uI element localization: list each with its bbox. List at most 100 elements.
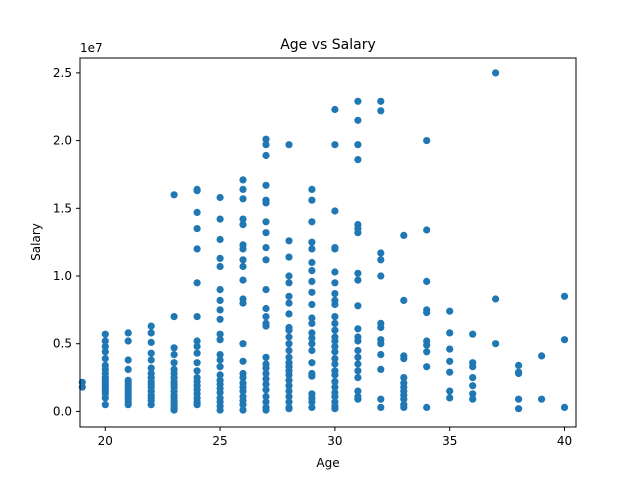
data-point (193, 349, 201, 357)
data-point (285, 405, 293, 413)
data-point (377, 107, 385, 115)
data-point (170, 406, 178, 414)
data-point (331, 383, 339, 391)
data-point (423, 348, 431, 356)
data-point (308, 238, 316, 246)
data-point (239, 299, 247, 307)
data-point (377, 97, 385, 105)
data-point (331, 313, 339, 321)
data-point (262, 141, 270, 149)
data-point (308, 245, 316, 253)
data-point (216, 306, 224, 314)
data-point (216, 296, 224, 304)
y-axis-label: Salary (29, 223, 43, 261)
data-point (354, 395, 362, 403)
data-point (560, 403, 569, 411)
data-point (377, 395, 385, 403)
data-point (377, 403, 385, 411)
data-point (285, 253, 293, 261)
data-point (193, 313, 201, 321)
data-point (354, 346, 362, 355)
data-point (308, 288, 316, 296)
data-point (308, 340, 316, 348)
data-point (285, 398, 293, 406)
data-point (147, 349, 155, 357)
data-point (262, 386, 270, 394)
data-point (239, 357, 247, 365)
data-point (193, 337, 201, 345)
data-point (423, 137, 431, 145)
data-point (400, 374, 408, 382)
data-point (193, 245, 201, 253)
plot-frame (79, 57, 577, 428)
data-point (354, 337, 362, 345)
data-point (285, 353, 293, 361)
data-point (170, 351, 178, 359)
data-point (285, 279, 293, 287)
data-point (331, 319, 339, 327)
data-point (354, 141, 362, 149)
data-point (262, 229, 270, 237)
data-point (354, 387, 362, 395)
data-point (193, 367, 201, 375)
data-point (331, 268, 339, 276)
data-point (331, 245, 339, 253)
data-point (354, 374, 362, 382)
data-point (239, 221, 247, 229)
data-point (308, 258, 316, 267)
data-point (101, 348, 109, 356)
data-point (124, 356, 132, 364)
data-point (147, 356, 155, 364)
data-point (262, 322, 270, 330)
data-point (354, 269, 362, 277)
data-point (216, 315, 224, 323)
data-point (262, 313, 270, 321)
data-point (262, 151, 270, 160)
data-point (170, 313, 178, 321)
data-point (216, 254, 224, 262)
data-point (216, 235, 224, 244)
data-point (331, 371, 339, 379)
data-point (354, 97, 362, 105)
data-point (331, 342, 339, 350)
data-point (262, 244, 270, 252)
data-point (193, 208, 201, 216)
data-point (239, 256, 247, 264)
data-point (285, 299, 293, 307)
data-point (400, 395, 408, 403)
data-point (147, 329, 155, 337)
data-point (308, 334, 316, 342)
data-point (308, 398, 316, 406)
data-point (262, 380, 270, 388)
data-point (308, 359, 316, 367)
data-point (469, 390, 477, 398)
data-point (239, 245, 247, 253)
data-point (239, 401, 247, 409)
data-point (377, 249, 385, 257)
data-point (377, 365, 385, 373)
data-point (239, 215, 247, 223)
data-point (354, 325, 362, 333)
data-point (515, 361, 523, 369)
data-point (423, 403, 431, 411)
data-point (400, 231, 408, 239)
data-point (216, 286, 224, 294)
data-point (354, 360, 362, 368)
x-tick-label: 25 (212, 434, 227, 448)
data-point (216, 406, 224, 414)
x-tick-label: 30 (327, 434, 342, 448)
data-point (354, 302, 362, 310)
data-point (285, 376, 293, 384)
data-point (239, 185, 247, 193)
data-point (515, 405, 523, 413)
data-point (331, 326, 339, 334)
data-point (239, 387, 247, 395)
data-point (285, 371, 293, 379)
data-point (285, 387, 293, 395)
data-point (446, 368, 454, 376)
data-point (124, 401, 132, 409)
data-point (216, 193, 224, 202)
data-point (193, 187, 201, 195)
data-point (193, 401, 201, 409)
data-point (285, 292, 293, 300)
